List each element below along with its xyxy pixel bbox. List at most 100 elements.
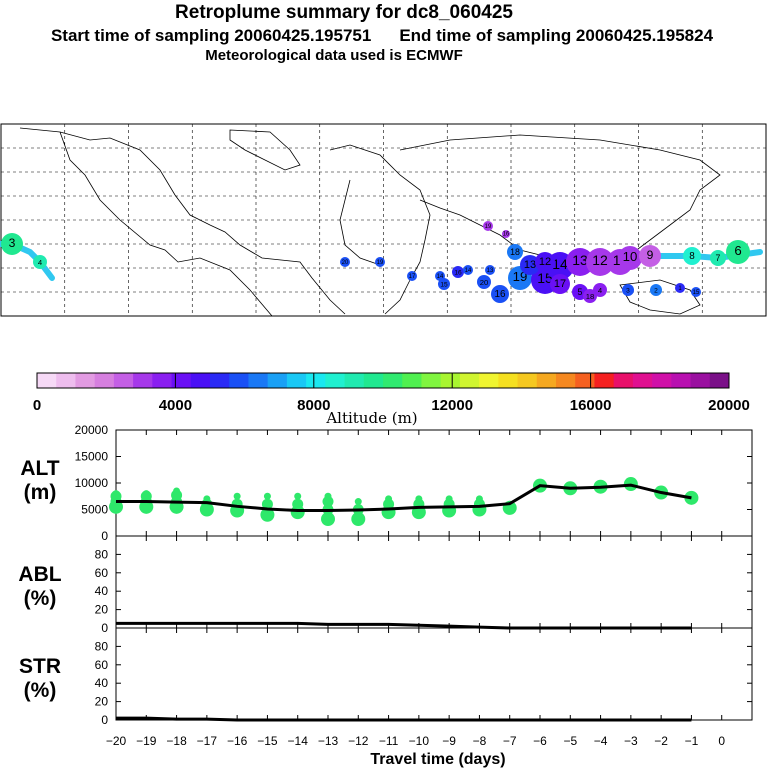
panel-frame xyxy=(115,429,753,537)
panel-ylabel: ABL xyxy=(18,563,61,586)
x-tick-label: −11 xyxy=(379,734,399,748)
plume-marker xyxy=(520,255,540,275)
plume-marker xyxy=(683,247,701,265)
x-tick-label: 0 xyxy=(718,734,725,748)
panel-yunit: (%) xyxy=(24,587,57,610)
x-tick-label: −17 xyxy=(197,734,218,748)
colorbar-swatch xyxy=(459,373,480,388)
y-tick-label: 0 xyxy=(101,621,108,635)
colorbar-swatch xyxy=(363,373,384,388)
plume-point: 16 xyxy=(502,230,510,238)
y-tick-label: 5000 xyxy=(81,503,108,517)
plume-marker xyxy=(726,240,750,264)
plume-point: 1 xyxy=(675,283,685,293)
colorbar-frame xyxy=(36,372,730,389)
x-tick-label: −15 xyxy=(257,734,278,748)
plume-marker xyxy=(407,271,417,281)
plume-marker xyxy=(375,257,385,267)
alt-scatter-point xyxy=(445,495,453,503)
plume-marker xyxy=(452,266,464,278)
plume-point: 13 xyxy=(520,255,540,275)
plume-marker xyxy=(340,257,350,267)
plume-point-label: 17 xyxy=(409,274,416,280)
plume-point: 18 xyxy=(583,289,597,303)
alt-scatter-point xyxy=(324,492,332,500)
panel-alt: 20000 15000 10000 5000 0 ALT(m) xyxy=(20,423,753,543)
colorbar-swatch xyxy=(248,373,269,388)
series-line xyxy=(116,483,692,513)
colorbar-swatch xyxy=(421,373,442,388)
plume-point: 17 xyxy=(550,274,570,294)
alt-scatter-point xyxy=(290,505,305,520)
plume-point-label: 5 xyxy=(578,287,583,297)
colorbar-swatch xyxy=(94,373,115,388)
plume-point: 20 xyxy=(477,275,491,289)
alt-scatter-point xyxy=(260,507,275,522)
colorbar-swatch xyxy=(402,373,422,388)
plume-marker xyxy=(566,248,594,276)
x-tick-label: −6 xyxy=(533,734,547,748)
colorbar-title: Altitude (m) xyxy=(325,409,417,427)
plume-point-label: 4 xyxy=(598,286,603,295)
plume-point: 14 xyxy=(463,265,473,275)
colorbar-swatch xyxy=(440,373,461,388)
plume-point: 14 xyxy=(435,271,445,281)
plume-point-label: 15 xyxy=(693,290,700,296)
plume-point-label: 20 xyxy=(342,260,349,266)
plume-point: 9 xyxy=(639,245,661,267)
alt-scatter-point xyxy=(321,512,335,527)
plume-point: 16 xyxy=(491,285,509,303)
plume-marker xyxy=(550,274,570,294)
plume-point: 17 xyxy=(407,271,417,281)
colorbar-swatch xyxy=(613,373,634,388)
colorbar-swatch xyxy=(286,373,307,388)
x-tick-label: −18 xyxy=(166,734,187,748)
plume-marker xyxy=(622,284,634,296)
plume-marker xyxy=(583,289,597,303)
plume-marker xyxy=(535,252,555,272)
plume-marker xyxy=(485,265,495,275)
alt-scatter-point xyxy=(385,495,393,503)
x-tick-label: −20 xyxy=(106,734,127,748)
plume-point-label: 14 xyxy=(465,268,472,274)
alt-scatter-point xyxy=(112,490,120,498)
x-tick-label: −10 xyxy=(409,734,430,748)
alt-scatter-point xyxy=(203,495,211,503)
panel-ylabel: ALT xyxy=(20,457,59,480)
panel-frame xyxy=(115,627,753,721)
colorbar-swatch xyxy=(210,373,230,388)
plume-point-label: 9 xyxy=(647,248,654,262)
plume-point: 7 xyxy=(710,250,726,266)
colorbar-swatch xyxy=(152,373,173,388)
colorbar-swatch xyxy=(229,373,249,388)
plume-point-label: 19 xyxy=(485,224,492,230)
plume-point: 15 xyxy=(691,287,701,297)
x-axis-label: Travel time (days) xyxy=(370,751,505,768)
greenland xyxy=(229,129,301,171)
met-data-label: Meteorological data used is ECMWF xyxy=(205,47,463,64)
alt-scatter-point xyxy=(475,495,483,503)
end-time: End time of sampling 20060425.195824 xyxy=(399,26,714,45)
y-tick-label: 10000 xyxy=(75,476,109,490)
x-tick-label: −19 xyxy=(136,734,157,748)
colorbar-swatch xyxy=(75,373,96,388)
panel-yunit: (%) xyxy=(24,679,57,702)
plume-marker xyxy=(507,244,523,260)
colorbar-swatch xyxy=(133,373,153,388)
x-tick-label: −8 xyxy=(473,734,487,748)
series-line xyxy=(116,716,692,722)
colorbar-swatch xyxy=(37,373,57,388)
y-tick-label: 20 xyxy=(95,695,109,709)
plume-point-label: 13 xyxy=(572,252,588,268)
colorbar-swatch xyxy=(344,373,365,388)
alt-scatter-point xyxy=(142,490,150,498)
alt-scatter-point xyxy=(261,498,273,510)
colorbar-swatch xyxy=(690,373,711,388)
plume-point-label: 16 xyxy=(454,269,462,276)
y-tick-label: 80 xyxy=(95,547,109,561)
plume-point-label: 12 xyxy=(539,256,551,268)
plume-point-label: 16 xyxy=(495,289,506,300)
colorbar-tick-label: 12000 xyxy=(431,397,473,414)
alt-scatter-point xyxy=(354,498,362,506)
panel-frame xyxy=(115,535,753,629)
